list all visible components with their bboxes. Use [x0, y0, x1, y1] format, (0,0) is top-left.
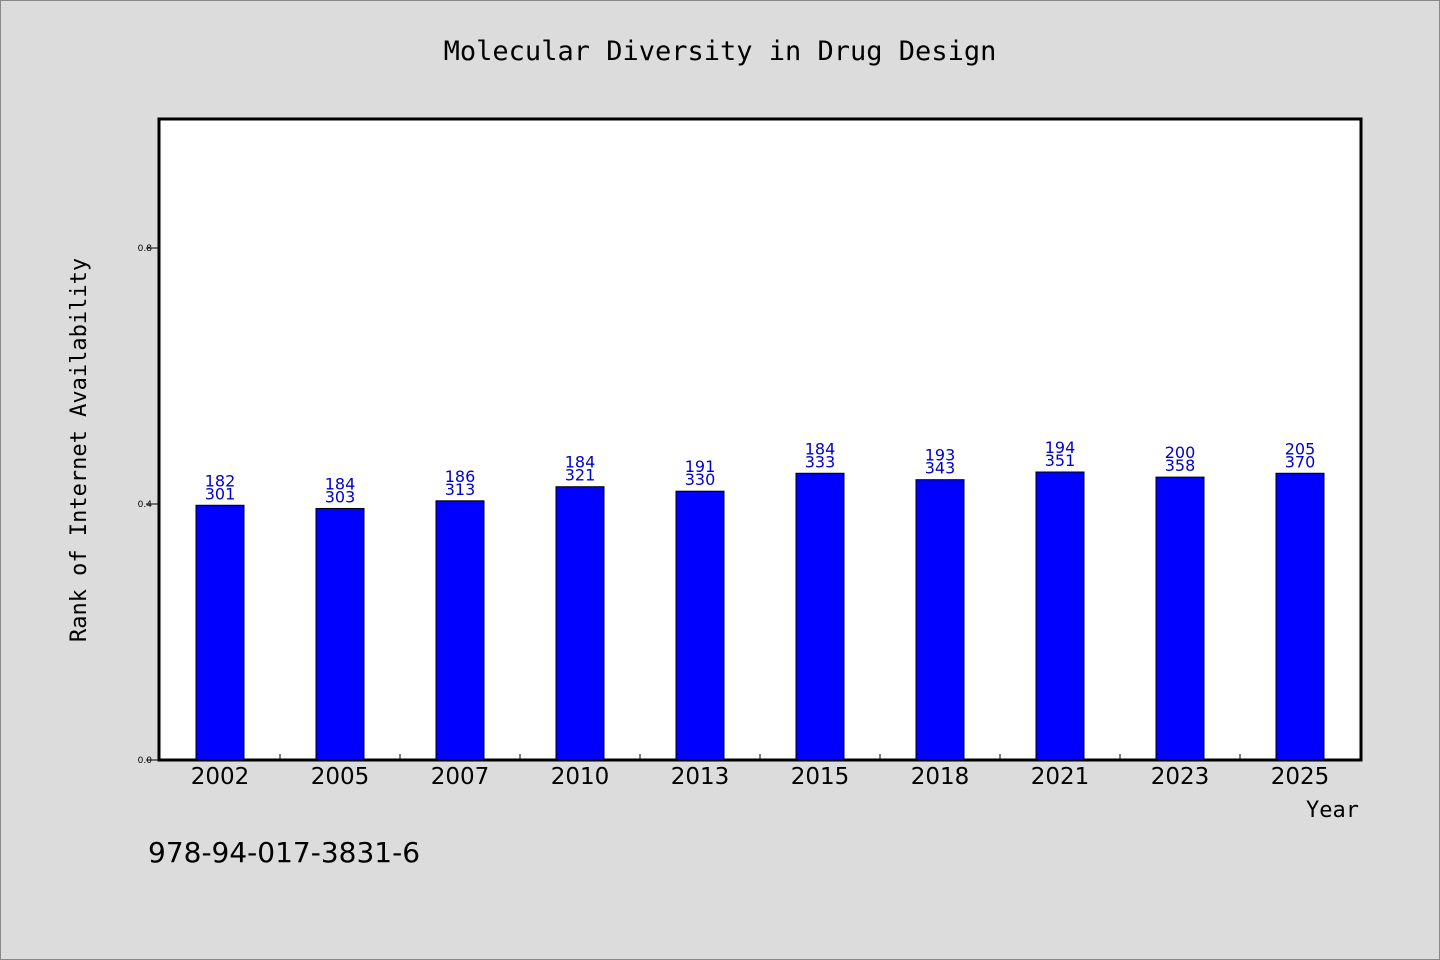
bar-label-top: 194 [1045, 438, 1076, 457]
x-tick-label: 2010 [551, 764, 610, 790]
bar-label-top: 184 [805, 439, 836, 458]
x-tick-label: 2021 [1031, 764, 1090, 790]
bar [1275, 472, 1325, 761]
x-axis-label: Year [1306, 798, 1359, 823]
x-tick-label: 2002 [191, 764, 250, 790]
bar-label-top: 205 [1285, 439, 1316, 458]
bar-label-top: 184 [565, 453, 596, 472]
bar [1155, 476, 1205, 761]
x-tick-label: 2015 [791, 764, 850, 790]
bar-label-top: 186 [445, 467, 476, 486]
bar-label-bottom: 303 [325, 487, 356, 506]
bar [435, 500, 485, 761]
y-tick-label: 0.8 [138, 244, 153, 254]
bar [915, 479, 965, 761]
bar-label-bottom: 333 [805, 452, 836, 471]
bar-label-bottom: 301 [205, 484, 236, 503]
bar-label-bottom: 370 [1285, 452, 1316, 471]
bar [315, 507, 365, 761]
bar-label-bottom: 313 [445, 480, 476, 499]
footer-code: 978-94-017-3831-6 [148, 836, 420, 869]
chart-title: Molecular Diversity in Drug Design [444, 36, 997, 67]
bar-label-bottom: 343 [925, 459, 956, 478]
bar [195, 504, 245, 761]
x-tick-label: 2005 [311, 764, 370, 790]
x-tick-label: 2007 [431, 764, 490, 790]
bar-label-bottom: 358 [1165, 456, 1196, 475]
bar [1035, 471, 1085, 761]
bar-label-bottom: 321 [565, 466, 596, 485]
bar-label-top: 191 [685, 457, 716, 476]
y-axis-label: Rank of Internet Availability [67, 258, 92, 642]
x-tick-label: 2013 [671, 764, 730, 790]
y-tick-label: 0.0 [138, 756, 153, 766]
bar-label-top: 193 [925, 446, 956, 465]
bar-label-bottom: 351 [1045, 451, 1076, 470]
bar-label-top: 200 [1165, 443, 1196, 462]
x-tick-label: 2025 [1271, 764, 1330, 790]
bar-label-bottom: 330 [685, 470, 716, 489]
x-tick-label: 2018 [911, 764, 970, 790]
bar-label-top: 182 [205, 471, 236, 490]
bar [675, 490, 725, 761]
bar [555, 486, 605, 761]
x-tick-label: 2023 [1151, 764, 1210, 790]
bar [795, 472, 845, 761]
y-tick-label: 0.4 [138, 500, 153, 510]
bar-label-top: 184 [325, 474, 356, 493]
